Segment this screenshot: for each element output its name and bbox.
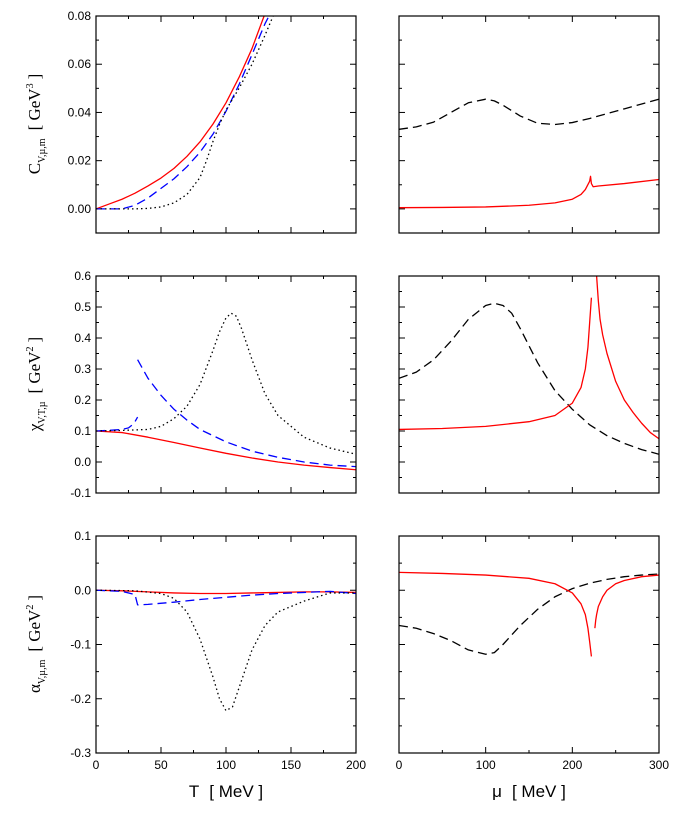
y-label-unit: [ GeV (25, 609, 44, 652)
y-label-end: ] (25, 337, 44, 343)
x-tick-label: 200 (562, 758, 582, 772)
plot-frame (95, 275, 357, 494)
y-label-symbol: χ (25, 423, 44, 432)
x-tick-label: 150 (281, 758, 301, 772)
series-line-dashed (399, 302, 659, 455)
series-line-C_m (96, 16, 274, 210)
plot-frame (95, 535, 357, 754)
y-tick-label: -0.3 (70, 746, 91, 760)
y-tick-label: -0.1 (70, 638, 91, 652)
y-label-unit: [ GeV (25, 351, 44, 394)
series-line-chi_mu_upper (137, 359, 356, 468)
panel-top-left: 0.00 0.02 0.04 0.06 0.08 CV,µ,m [ GeV3] (25, 9, 357, 234)
x-axis-label: μ [ MeV ] (492, 782, 566, 801)
series-line-alpha_m (96, 589, 356, 712)
x-tick-label: 0 (396, 758, 403, 772)
y-tick-label: 0.4 (74, 331, 91, 345)
y-tick-label: 0.0 (74, 455, 91, 469)
x-tick-label: 0 (93, 758, 100, 772)
y-label-superscript: 3 (25, 83, 36, 88)
plot-frame (398, 275, 660, 494)
x-label-unit: [ MeV ] (209, 782, 263, 801)
series-line-solid_right (595, 276, 659, 440)
y-tick-label: 0.6 (74, 269, 91, 283)
series-line-C_V (96, 16, 265, 210)
panel-bottom-right: 0 100 200 300 μ [ MeV ] (396, 535, 669, 801)
y-label-superscript: 2 (25, 347, 36, 352)
series-line-solid_right (594, 574, 659, 629)
y-tick-label: -0.1 (70, 486, 91, 500)
y-axis-label: CV,µ,m [ GeV3] (25, 74, 48, 175)
x-tick-label: 100 (476, 758, 496, 772)
y-label-symbol: α (25, 684, 44, 693)
x-tick-label: 100 (216, 758, 236, 772)
series-line-dashed (399, 573, 659, 655)
series-group (96, 16, 274, 210)
y-tick-label: 0.5 (74, 300, 91, 314)
series-line-alpha_mu (96, 589, 356, 606)
y-axis-label: αV,µ,m [ GeV2] (25, 595, 48, 693)
y-label-end: ] (25, 595, 44, 601)
y-tick-label: -0.2 (70, 692, 91, 706)
series-line-solid (399, 175, 659, 209)
x-tick-label: 300 (649, 758, 669, 772)
y-tick-label: 0.06 (68, 57, 92, 71)
y-tick-label: 0.1 (74, 424, 91, 438)
x-label-unit: [ MeV ] (512, 782, 566, 801)
y-tick-label: 0.08 (68, 9, 92, 23)
series-line-solid_left (399, 297, 593, 431)
series-group (399, 276, 659, 455)
series-line-dashed (399, 98, 659, 130)
x-label-symbol: μ (492, 782, 502, 801)
y-label-symbol: C (25, 163, 44, 174)
series-line-chi_T (96, 312, 356, 455)
panel-middle-right (398, 275, 660, 494)
series-line-chi_mu_lower (96, 416, 139, 432)
y-tick-label: 0.04 (68, 105, 92, 119)
y-label-subscript: V,µ,m (37, 659, 48, 684)
y-tick-label: 0.00 (68, 202, 92, 216)
y-label-end: ] (25, 74, 44, 80)
y-label-subscript: V,T,µ (37, 401, 48, 423)
y-label-superscript: 2 (25, 605, 36, 610)
series-group (96, 312, 356, 471)
x-label-symbol: T (189, 782, 199, 801)
y-tick-label: 0.3 (74, 362, 91, 376)
y-label-subscript: V,µ,m (37, 138, 48, 163)
series-line-C_mu (96, 16, 270, 210)
x-axis-label: T [ MeV ] (189, 782, 263, 801)
series-line-chi_V (96, 430, 356, 471)
plot-frame (398, 535, 660, 754)
panel-bottom-left: -0.3 -0.2 -0.1 0.0 0.1 0 50 100 150 200 αV,µ,m [ Ge… (25, 529, 366, 801)
y-axis-label: χV,T,µ [ GeV2] (25, 337, 48, 432)
series-group (96, 589, 356, 712)
y-tick-label: 0.2 (74, 393, 91, 407)
plot-frame (95, 15, 357, 234)
x-tick-label: 50 (154, 758, 168, 772)
y-tick-label: 0.0 (74, 583, 91, 597)
plot-frame (398, 15, 660, 234)
series-group (399, 98, 659, 209)
series-line-solid_left (399, 571, 593, 657)
x-tick-label: 200 (346, 758, 366, 772)
y-label-unit: [ GeV (25, 88, 44, 131)
panel-middle-left: -0.1 0.0 0.1 0.2 0.3 0.4 0.5 0.6 χV,T,µ [ GeV2] (25, 269, 357, 500)
panel-top-right (398, 15, 660, 234)
y-tick-label: 0.1 (74, 529, 91, 543)
y-tick-label: 0.02 (68, 154, 92, 168)
series-group (399, 571, 659, 657)
